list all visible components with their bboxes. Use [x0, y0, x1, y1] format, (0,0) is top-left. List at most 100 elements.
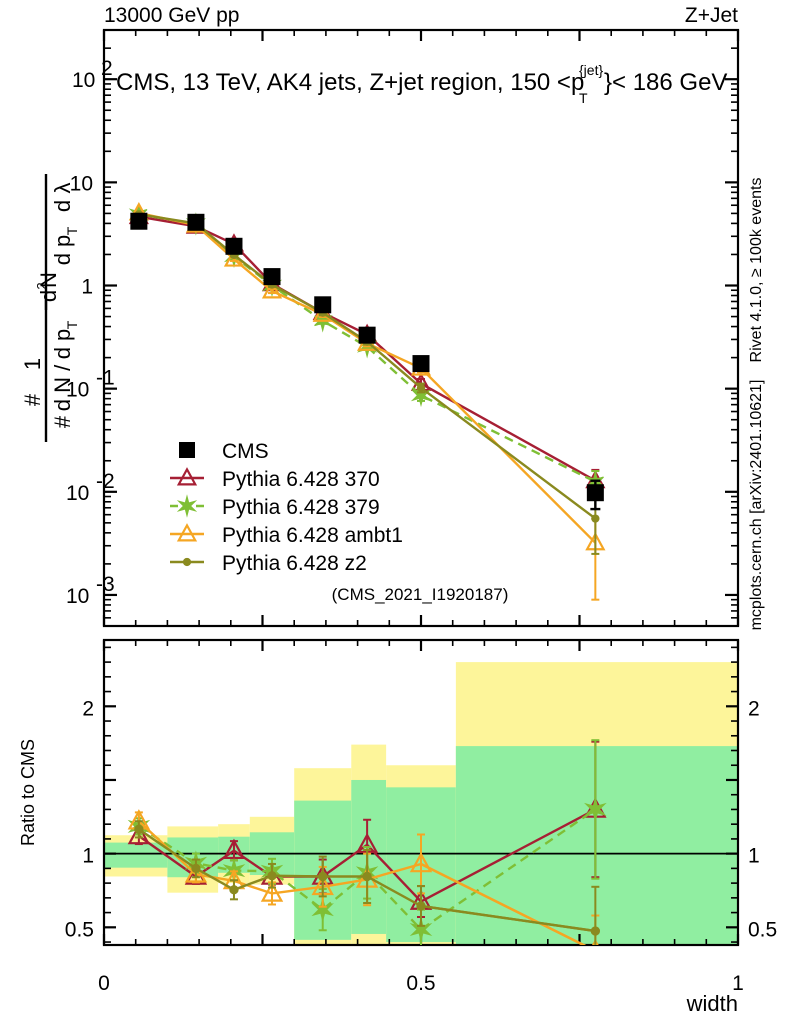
y-tick-label: 10 — [66, 482, 89, 505]
series-marker — [410, 383, 432, 408]
x-tick-label: 0 — [98, 972, 110, 995]
ratio-series-marker — [184, 862, 208, 883]
ratio-tail-line — [420, 904, 596, 933]
ratio-series-marker — [229, 885, 239, 895]
x-tick-label: 0.5 — [406, 972, 435, 995]
ratio-series-line — [138, 828, 596, 933]
legend-label: Pythia 6.428 ambt1 — [222, 524, 403, 547]
legend-label: Pythia 6.428 370 — [222, 468, 380, 491]
y-title-dl: d — [50, 200, 75, 212]
y-title-lambda: λ — [50, 183, 75, 194]
cms-marker-square — [586, 484, 604, 502]
y-tick-label: 10 — [66, 585, 89, 608]
series-line — [138, 211, 597, 544]
ratio-y-tick-label-right: 1 — [748, 845, 760, 868]
legend-marker — [176, 523, 198, 542]
plot-title-subscript: T — [579, 90, 588, 106]
main-data-series — [128, 202, 606, 601]
ratio-series-pythia-6-428-z2 — [134, 820, 601, 945]
y-tick-label: 1 — [81, 276, 93, 299]
ratio-y-tick-label-left: 0.5 — [65, 918, 94, 941]
legend-item-pythia-6-428-379[interactable]: Pythia 6.428 379 — [170, 494, 380, 519]
cms-marker-square — [187, 213, 205, 231]
ratio-ticks — [102, 640, 740, 945]
ratio-y-tick-label-left: 1 — [82, 845, 94, 868]
legend-marker — [176, 467, 198, 486]
ratio-series-marker — [318, 871, 328, 882]
ratio-series-marker — [260, 881, 284, 902]
plot-title-superscript: {jet} — [579, 62, 603, 78]
ratio-series-line — [138, 808, 597, 932]
cms-marker-square — [412, 355, 430, 373]
series-marker — [261, 280, 283, 299]
y-tick-exponent: -3 — [96, 573, 115, 596]
plot-title-tail: }< 186 GeV — [604, 69, 727, 96]
y-title-dpt2-sub: T — [64, 226, 80, 235]
ratio-y-tick-label-right: 2 — [748, 697, 760, 720]
ratio-series-marker — [311, 896, 334, 923]
ratio-data-series — [127, 739, 607, 945]
series-marker — [416, 383, 426, 392]
x-tick-label: 1 — [732, 972, 744, 995]
series-marker — [591, 514, 600, 523]
ratio-y-tick-label-left: 2 — [82, 697, 94, 720]
y-title-hash-num: # — [20, 393, 45, 406]
ratio-series-marker — [191, 863, 201, 874]
side-text-mcplots: mcplots.cern.ch [arXiv:2401.10621] — [748, 380, 765, 631]
y-title-dpt-sub: T — [64, 320, 80, 329]
x-axis-title: width — [686, 991, 738, 1016]
ratio-y-axis-title: Ratio to CMS — [18, 739, 38, 846]
cms-marker-square — [263, 268, 281, 286]
ratio-y-tick-label-right: 0.5 — [748, 918, 777, 941]
header-left: 13000 GeV pp — [104, 4, 239, 27]
band-green — [455, 746, 738, 945]
legend-label: Pythia 6.428 z2 — [222, 552, 367, 575]
y-tick-exponent: -1 — [96, 367, 115, 390]
ratio-tail-line — [420, 862, 587, 945]
header-right: Z+Jet — [685, 4, 738, 27]
ratio-series-marker — [409, 851, 433, 873]
y-title-dpt: d p — [50, 329, 75, 360]
y-tick-label: 10 — [72, 69, 95, 92]
cms-marker-square — [130, 212, 148, 230]
y-tick-label: 10 — [66, 379, 89, 402]
y-title-dn: d N / — [50, 364, 75, 411]
y-title-dpt2: d p — [50, 235, 75, 266]
legend-marker — [182, 557, 192, 567]
main-y-ticks — [102, 29, 740, 627]
legend-label: CMS — [222, 440, 269, 463]
plot-title: CMS, 13 TeV, AK4 jets, Z+jet region, 150… — [116, 62, 727, 106]
y-title-one: 1 — [20, 358, 45, 370]
legend-item-pythia-6-428-ambt1[interactable]: Pythia 6.428 ambt1 — [170, 523, 403, 547]
band-green — [104, 842, 168, 868]
main-panel-frame — [102, 28, 740, 628]
side-text-rivet: Rivet 4.1.0, ≥ 100k events — [748, 178, 765, 363]
ratio-series-marker — [134, 824, 144, 835]
y-title-d2: d — [36, 290, 61, 302]
watermark-analysis-id: (CMS_2021_I1920187) — [332, 585, 509, 604]
ratio-series-marker — [409, 916, 433, 941]
y-tick-label: 10 — [70, 172, 93, 195]
y-tick-exponent: 2 — [101, 57, 113, 80]
y-title-d2n: N — [36, 272, 61, 288]
legend: CMS Pythia 6.428 370 Pythia 6.428 379 Pythi… — [170, 440, 403, 575]
legend-label: Pythia 6.428 379 — [222, 496, 380, 519]
ratio-series-marker — [584, 796, 607, 823]
cms-marker-square — [225, 237, 243, 255]
cms-marker-square — [314, 296, 332, 314]
ratio-series-marker — [127, 823, 151, 845]
plot-title-main: CMS, 13 TeV, AK4 jets, Z+jet region, 150… — [116, 69, 584, 96]
legend-item-pythia-6-428-z2[interactable]: Pythia 6.428 z2 — [170, 552, 367, 575]
cms-marker-square — [358, 326, 376, 344]
ratio-series-marker — [267, 871, 277, 881]
legend-item-cms[interactable]: CMS — [179, 440, 269, 463]
y-tick-exponent: -2 — [96, 470, 115, 493]
ratio-series-marker — [362, 871, 372, 882]
y-title-d2-sup: 2 — [34, 282, 49, 289]
y-title-hash-den: # — [50, 415, 75, 428]
legend-marker — [179, 442, 195, 458]
legend-item-pythia-6-428-370[interactable]: Pythia 6.428 370 — [170, 467, 380, 491]
